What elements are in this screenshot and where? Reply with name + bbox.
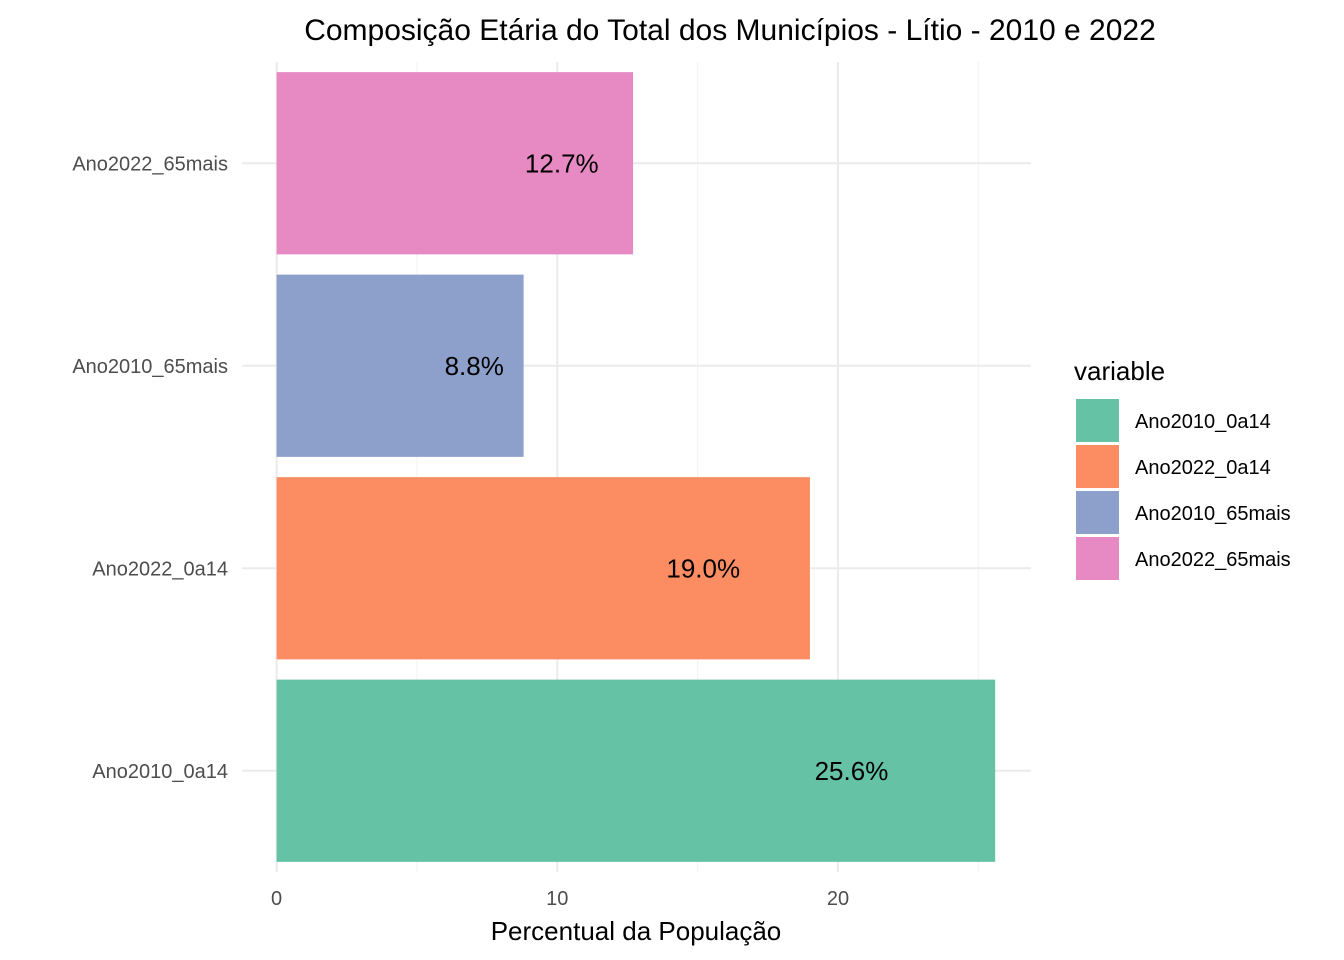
y-tick-label: Ano2022_0a14	[92, 558, 228, 580]
legend-label: Ano2010_65mais	[1135, 503, 1291, 525]
data-label: 25.6%	[815, 756, 889, 786]
y-tick-label: Ano2022_65mais	[72, 153, 228, 175]
bar-ano2022-65mais	[276, 72, 634, 255]
legend-label: Ano2022_65mais	[1135, 549, 1291, 571]
x-tick-label: 20	[827, 888, 849, 910]
legend-swatch	[1076, 537, 1119, 580]
x-axis-tick-labels: 0 10 20	[271, 888, 849, 910]
x-axis-title: Percentual da População	[491, 916, 782, 946]
legend-swatch	[1076, 399, 1119, 442]
data-label: 12.7%	[525, 148, 599, 178]
x-tick-label: 10	[546, 888, 568, 910]
y-tick-label: Ano2010_0a14	[92, 761, 228, 783]
bar-ano2022-0a14	[276, 477, 810, 660]
legend: variable Ano2010_0a14 Ano2022_0a14 Ano2010…	[1074, 356, 1291, 580]
y-tick-label: Ano2010_65mais	[72, 356, 228, 378]
bars	[276, 72, 996, 862]
legend-swatch	[1076, 491, 1119, 534]
data-label: 8.8%	[445, 351, 504, 381]
legend-swatch	[1076, 445, 1119, 488]
y-axis-tick-labels: Ano2010_0a14 Ano2022_0a14 Ano2010_65mais An…	[72, 153, 228, 783]
x-tick-label: 0	[271, 888, 282, 910]
legend-label: Ano2022_0a14	[1135, 457, 1271, 479]
legend-title: variable	[1074, 356, 1165, 386]
legend-label: Ano2010_0a14	[1135, 411, 1271, 433]
data-labels: 25.6% 19.0% 8.8% 12.7%	[445, 148, 889, 786]
data-label: 19.0%	[666, 553, 740, 583]
chart-title: Composição Etária do Total dos Município…	[304, 14, 1156, 47]
bar-ano2010-0a14	[276, 679, 996, 862]
bar-ano2010-65mais	[276, 274, 524, 457]
